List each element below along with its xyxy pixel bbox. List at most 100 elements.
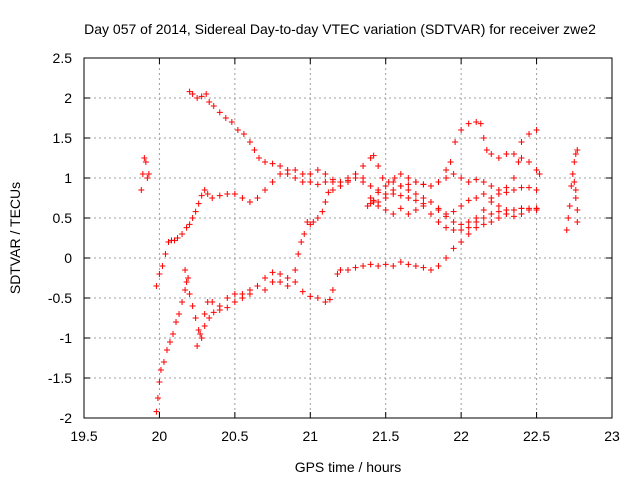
data-point <box>292 167 299 173</box>
data-point <box>157 367 164 373</box>
data-point <box>483 147 490 153</box>
data-point <box>390 211 397 217</box>
data-point <box>360 263 367 269</box>
data-point <box>480 207 487 213</box>
data-point <box>310 219 317 225</box>
data-point <box>515 159 522 165</box>
data-point <box>443 224 450 231</box>
data-point <box>465 219 472 225</box>
data-point <box>495 191 502 197</box>
data-point <box>382 195 389 201</box>
y-tick-label: 0.5 <box>53 210 73 226</box>
data-point <box>326 296 333 303</box>
x-axis-label: GPS time / hours <box>295 459 402 475</box>
data-point <box>246 139 253 145</box>
data-point <box>569 171 576 177</box>
data-point <box>458 221 465 228</box>
data-point <box>224 191 231 197</box>
series-track-c <box>153 167 540 289</box>
data-point <box>375 203 382 209</box>
data-point <box>255 155 262 161</box>
x-tick-label: 23 <box>604 428 620 444</box>
data-point <box>194 343 201 349</box>
data-point <box>480 221 487 228</box>
data-point <box>262 275 269 281</box>
data-point <box>480 179 487 185</box>
data-point <box>526 159 533 165</box>
data-point <box>450 219 457 225</box>
data-point <box>186 221 193 228</box>
y-tick-label: 1.5 <box>53 130 73 146</box>
data-point <box>145 171 152 177</box>
data-point <box>304 219 311 225</box>
data-point <box>262 287 269 293</box>
data-point <box>352 175 359 181</box>
data-point <box>379 175 386 181</box>
data-point <box>314 215 321 221</box>
y-tick-label: 2.5 <box>53 50 73 66</box>
data-point <box>138 187 145 193</box>
data-point <box>510 207 517 213</box>
data-point <box>443 167 450 173</box>
data-point <box>345 267 351 273</box>
data-point <box>397 259 404 265</box>
data-point <box>574 147 581 153</box>
data-point <box>170 331 177 337</box>
data-point <box>299 171 306 177</box>
data-point <box>284 171 291 177</box>
series-track-a <box>138 155 152 193</box>
data-point <box>375 163 382 169</box>
chart-title: Day 057 of 2014, Sidereal Day-to-day VTE… <box>84 21 596 37</box>
data-point <box>162 251 169 257</box>
data-point <box>307 293 314 300</box>
data-point <box>179 299 186 305</box>
data-point <box>329 187 336 193</box>
data-point <box>405 175 412 181</box>
data-point <box>189 303 196 309</box>
data-point <box>322 299 329 305</box>
data-point <box>186 88 193 95</box>
data-point <box>390 263 397 269</box>
data-point <box>571 159 578 165</box>
data-point <box>216 192 223 199</box>
data-point <box>510 213 517 220</box>
data-point <box>186 291 193 297</box>
data-point <box>197 331 204 337</box>
data-point <box>450 171 457 177</box>
data-point <box>510 175 517 181</box>
data-point <box>209 195 216 201</box>
data-point <box>397 192 404 199</box>
data-point <box>201 187 208 193</box>
data-point <box>458 239 465 245</box>
data-point <box>367 261 374 268</box>
series-track-i <box>563 147 581 233</box>
x-tick-label: 22 <box>453 428 469 444</box>
data-point <box>420 181 427 188</box>
data-point <box>231 291 238 297</box>
data-point <box>364 203 371 209</box>
data-point <box>216 307 223 313</box>
data-point <box>307 171 314 177</box>
data-point <box>382 261 389 268</box>
data-point <box>194 95 201 101</box>
data-point <box>329 176 336 183</box>
data-point <box>375 263 382 269</box>
data-point <box>292 175 299 181</box>
data-point <box>269 179 276 185</box>
data-point <box>206 315 213 321</box>
data-point <box>192 315 199 321</box>
data-point <box>198 192 205 199</box>
data-point <box>228 119 235 125</box>
data-point <box>518 211 525 217</box>
data-point <box>427 183 434 189</box>
data-point <box>450 245 457 252</box>
data-point <box>156 379 163 385</box>
data-point <box>367 155 374 161</box>
data-point <box>370 199 377 205</box>
data-point <box>141 155 148 161</box>
data-point <box>195 327 202 333</box>
data-point <box>405 261 412 268</box>
data-point <box>452 139 459 145</box>
data-point <box>382 207 389 213</box>
data-point <box>477 120 484 127</box>
